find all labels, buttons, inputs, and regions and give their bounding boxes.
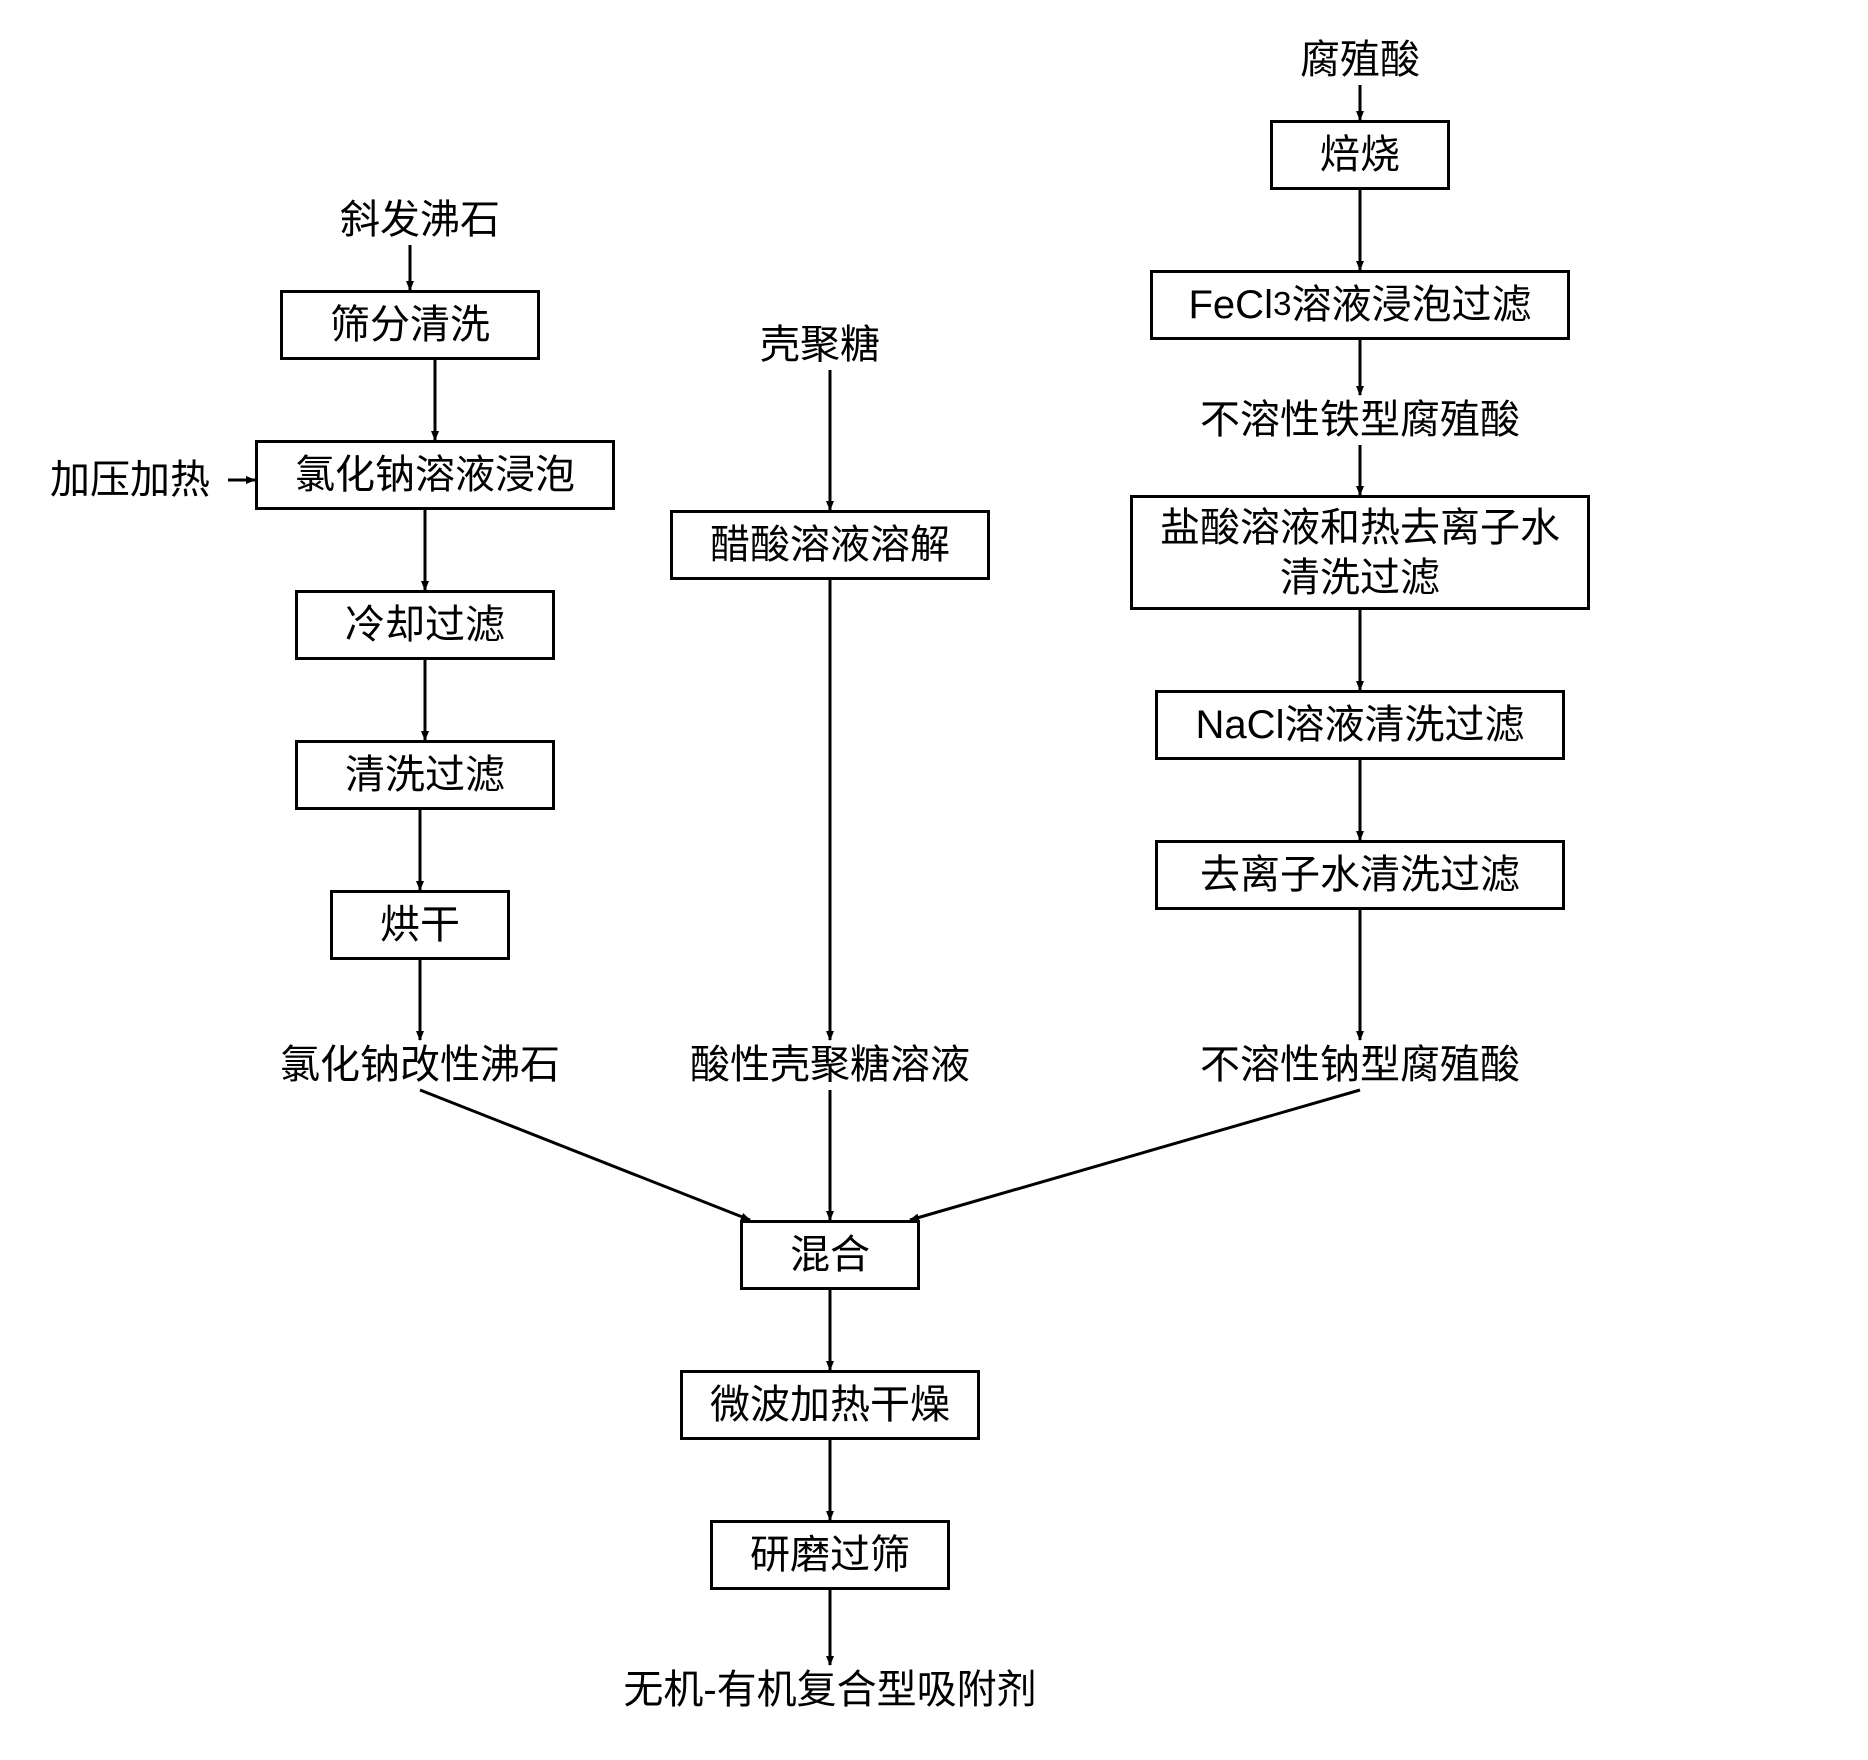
node-col3_b4: NaCl溶液清洗过滤: [1155, 690, 1565, 760]
node-col2_out: 酸性壳聚糖溶液: [660, 1040, 1000, 1090]
node-col1_b2: 氯化钠溶液浸泡: [255, 440, 615, 510]
node-col2_b1: 醋酸溶液溶解: [670, 510, 990, 580]
node-col1_out: 氯化钠改性沸石: [250, 1040, 590, 1090]
node-final: 无机-有机复合型吸附剂: [580, 1665, 1080, 1715]
node-col1_b4: 清洗过滤: [295, 740, 555, 810]
arrows-layer: [0, 0, 1868, 1760]
node-col3_b1: 焙烧: [1270, 120, 1450, 190]
node-col3_b5: 去离子水清洗过滤: [1155, 840, 1565, 910]
node-col1_start: 斜发沸石: [290, 195, 550, 245]
node-col3_b3: 盐酸溶液和热去离子水清洗过滤: [1130, 495, 1590, 610]
node-col3_start: 腐殖酸: [1260, 35, 1460, 85]
flowchart-canvas: 斜发沸石筛分清洗加压加热氯化钠溶液浸泡冷却过滤清洗过滤烘干氯化钠改性沸石 壳聚糖醋…: [0, 0, 1868, 1760]
node-col1_b5: 烘干: [330, 890, 510, 960]
node-col3_out: 不溶性钠型腐殖酸: [1170, 1040, 1550, 1090]
node-merge_b1: 混合: [740, 1220, 920, 1290]
node-merge_b3: 研磨过筛: [710, 1520, 950, 1590]
node-col3_b2: FeCl3溶液浸泡过滤: [1150, 270, 1570, 340]
node-col1_b1: 筛分清洗: [280, 290, 540, 360]
node-col1_b3: 冷却过滤: [295, 590, 555, 660]
node-merge_b2: 微波加热干燥: [680, 1370, 980, 1440]
node-col2_start_real: 壳聚糖: [720, 320, 920, 370]
node-col3_mid: 不溶性铁型腐殖酸: [1170, 395, 1550, 445]
node-col1_side: 加压加热: [30, 455, 230, 505]
